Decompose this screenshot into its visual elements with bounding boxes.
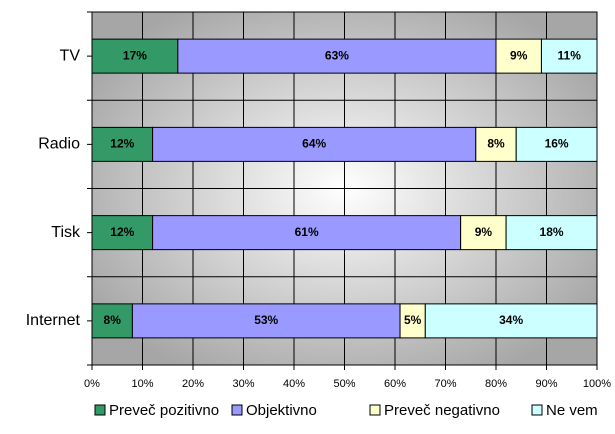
x-tick-label: 0% xyxy=(84,378,100,390)
bar-segment xyxy=(495,38,542,74)
value-label: 53% xyxy=(254,313,278,327)
value-label: 8% xyxy=(104,313,122,327)
x-tick-label: 70% xyxy=(434,378,456,390)
value-label: 9% xyxy=(510,48,528,62)
x-tick-label: 100% xyxy=(583,378,611,390)
bar-segment xyxy=(152,126,477,162)
value-label: 5% xyxy=(404,313,422,327)
bar-segment xyxy=(177,38,497,74)
value-label: 64% xyxy=(302,137,326,151)
legend-swatch xyxy=(531,404,543,416)
value-label: 61% xyxy=(295,225,319,239)
category-label: Internet xyxy=(26,312,81,329)
legend-label: Objektivno xyxy=(246,402,317,419)
x-tick-label: 60% xyxy=(384,378,406,390)
bar-segment xyxy=(91,303,133,339)
bar-segment xyxy=(424,303,598,339)
value-label: 11% xyxy=(558,48,582,62)
category-label: Tisk xyxy=(51,224,81,241)
bar-segment xyxy=(475,126,517,162)
legend-label: Preveč pozitivno xyxy=(109,402,219,419)
value-label: 18% xyxy=(540,225,564,239)
value-label: 8% xyxy=(487,137,505,151)
value-label: 9% xyxy=(475,225,493,239)
bar-segment xyxy=(91,38,179,74)
category-label: Radio xyxy=(38,136,80,153)
x-tick-label: 20% xyxy=(182,378,204,390)
bar-segment xyxy=(515,126,598,162)
value-label: 63% xyxy=(325,48,349,62)
value-label: 12% xyxy=(110,137,134,151)
x-tick-label: 30% xyxy=(232,378,254,390)
bar-segment xyxy=(460,215,507,251)
value-label: 34% xyxy=(499,313,523,327)
legend-label: Preveč negativno xyxy=(384,402,500,419)
value-label: 17% xyxy=(123,48,147,62)
value-label: 12% xyxy=(110,225,134,239)
bar-segment xyxy=(91,215,154,251)
x-tick-label: 80% xyxy=(485,378,507,390)
legend-swatch xyxy=(369,404,381,416)
bar-segment xyxy=(131,303,401,339)
x-tick-label: 50% xyxy=(333,378,355,390)
bar-segment xyxy=(91,126,154,162)
value-label: 16% xyxy=(545,137,569,151)
x-tick-label: 40% xyxy=(283,378,305,390)
plot-border xyxy=(91,11,598,366)
legend-label: Ne vem xyxy=(546,402,598,419)
bar-segment xyxy=(505,215,598,251)
x-tick-label: 90% xyxy=(535,378,557,390)
x-tick-label: 10% xyxy=(131,378,153,390)
bar-segment xyxy=(152,215,462,251)
legend-swatch xyxy=(94,404,106,416)
legend-swatch xyxy=(231,404,243,416)
category-label: TV xyxy=(60,47,81,64)
